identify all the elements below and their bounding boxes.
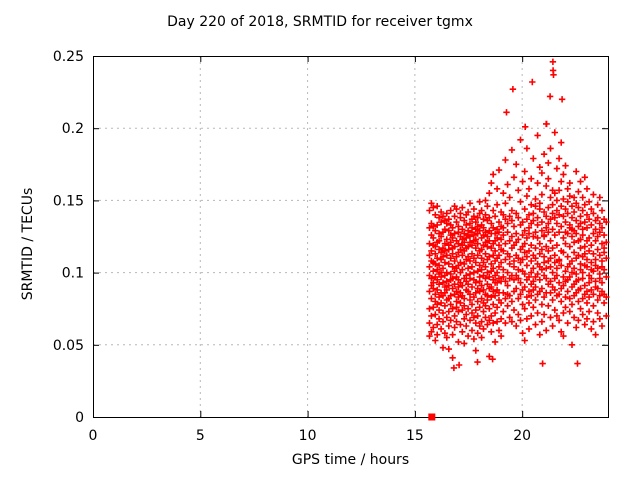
- x-tick-label: 20: [513, 428, 531, 444]
- y-tick-label: 0: [75, 410, 84, 426]
- y-tick-label: 0.1: [62, 266, 84, 282]
- tick-marks: [93, 56, 608, 418]
- y-tick-label: 0.05: [53, 338, 84, 354]
- tick-labels: 0 5 10 15 20 0 0.05 0.1 0.15 0.2 0.25: [53, 49, 531, 444]
- y-tick-label: 0.25: [53, 49, 84, 65]
- x-tick-label: 15: [406, 428, 424, 444]
- plot-border: [93, 56, 609, 418]
- y-tick-label: 0.2: [62, 121, 84, 137]
- x-tick-label: 0: [89, 428, 98, 444]
- grid-lines: [93, 56, 608, 417]
- y-tick-label: 0.15: [53, 193, 84, 209]
- chart-title: Day 220 of 2018, SRMTID for receiver tgm…: [167, 14, 473, 30]
- x-tick-label: 5: [196, 428, 205, 444]
- data-points: [426, 58, 610, 421]
- x-axis-label: GPS time / hours: [291, 452, 410, 468]
- x-tick-label: 10: [299, 428, 317, 444]
- zero-square-point: [428, 413, 436, 421]
- srmtid-plus-points: [426, 58, 610, 372]
